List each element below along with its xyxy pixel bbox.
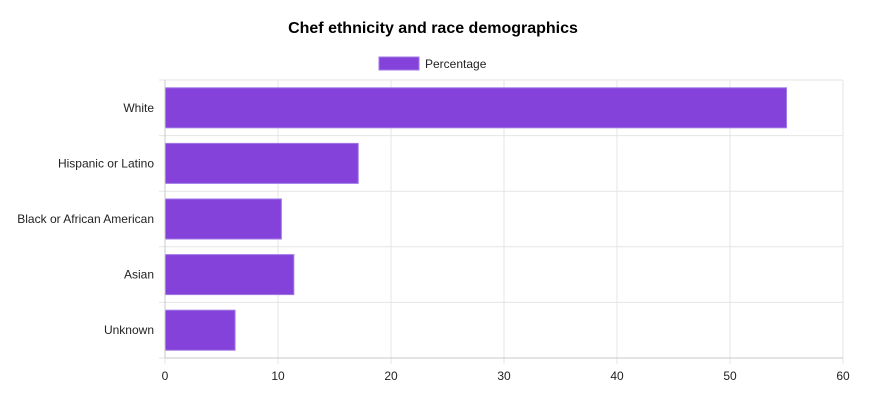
bar-black-or-african-american[interactable] [164,198,282,240]
x-tick-label: 30 [497,369,511,383]
bar-asian[interactable] [164,254,295,296]
x-tick-labels: 0 10 20 30 40 50 60 [162,369,850,383]
axes [164,80,843,359]
x-tick-label: 10 [271,369,285,383]
x-tick-label: 0 [162,369,169,383]
x-tick-label: 50 [723,369,737,383]
category-label: Black or African American [17,212,154,226]
category-label: Hispanic or Latino [58,156,154,170]
chart-title: Chef ethnicity and race demographics [288,20,578,37]
x-tick-label: 60 [836,369,850,383]
bar-hispanic-or-latino[interactable] [164,142,359,184]
legend[interactable]: Percentage [378,56,487,71]
category-labels: White Hispanic or Latino Black or African … [17,101,154,337]
bar-unknown[interactable] [164,309,236,351]
x-tick-label: 20 [384,369,398,383]
category-label: Asian [124,268,154,282]
legend-swatch [378,56,420,71]
x-tick-label: 40 [610,369,624,383]
category-label: Unknown [104,323,154,337]
category-label: White [123,101,154,115]
bar-white[interactable] [164,87,787,129]
bars [164,87,787,351]
legend-label: Percentage [425,57,487,71]
